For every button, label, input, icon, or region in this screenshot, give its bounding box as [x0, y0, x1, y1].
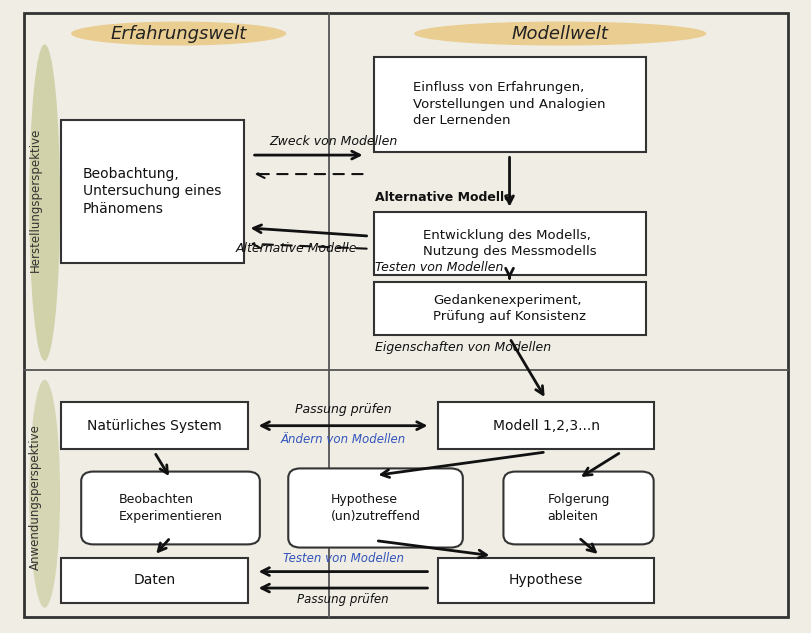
FancyBboxPatch shape — [61, 558, 247, 603]
Ellipse shape — [29, 44, 60, 361]
Ellipse shape — [414, 22, 706, 46]
FancyBboxPatch shape — [373, 282, 645, 335]
Text: Entwicklung des Modells,
Nutzung des Messmodells: Entwicklung des Modells, Nutzung des Mes… — [423, 229, 595, 258]
Text: Modell 1,2,3...n: Modell 1,2,3...n — [492, 418, 599, 433]
Ellipse shape — [29, 380, 60, 608]
FancyBboxPatch shape — [438, 402, 653, 449]
Text: Herstellungsperspektive: Herstellungsperspektive — [28, 127, 41, 272]
Text: Modellwelt: Modellwelt — [511, 25, 608, 42]
Text: Ändern von Modellen: Ändern von Modellen — [280, 433, 406, 446]
FancyBboxPatch shape — [373, 57, 645, 152]
Text: Zweck von Modellen: Zweck von Modellen — [268, 135, 397, 147]
Text: Gedankenexperiment,
Prüfung auf Konsistenz: Gedankenexperiment, Prüfung auf Konsiste… — [432, 294, 586, 323]
FancyBboxPatch shape — [81, 472, 260, 544]
Text: Passung prüfen: Passung prüfen — [297, 593, 388, 606]
FancyBboxPatch shape — [503, 472, 653, 544]
Text: Beobachtung,
Untersuchung eines
Phänomens: Beobachtung, Untersuchung eines Phänomen… — [83, 166, 221, 216]
Text: Testen von Modellen: Testen von Modellen — [375, 261, 503, 274]
Text: Einfluss von Erfahrungen,
Vorstellungen und Analogien
der Lernenden: Einfluss von Erfahrungen, Vorstellungen … — [413, 82, 605, 127]
Text: Eigenschaften von Modellen: Eigenschaften von Modellen — [375, 341, 551, 354]
Ellipse shape — [71, 22, 285, 46]
Text: Hypothese
(un)zutreffend: Hypothese (un)zutreffend — [330, 493, 420, 523]
Text: Natürliches System: Natürliches System — [87, 418, 221, 433]
FancyBboxPatch shape — [24, 13, 787, 617]
FancyBboxPatch shape — [61, 402, 247, 449]
Text: Alternative Modelle: Alternative Modelle — [375, 191, 512, 204]
FancyBboxPatch shape — [61, 120, 243, 263]
Text: Hypothese: Hypothese — [508, 573, 582, 587]
Text: Anwendungsperspektive: Anwendungsperspektive — [28, 424, 41, 570]
FancyBboxPatch shape — [373, 212, 645, 275]
Text: Alternative Modelle: Alternative Modelle — [235, 242, 357, 254]
FancyBboxPatch shape — [288, 468, 462, 548]
Text: Beobachten
Experimentieren: Beobachten Experimentieren — [118, 493, 222, 523]
FancyBboxPatch shape — [438, 558, 653, 603]
Text: Testen von Modellen: Testen von Modellen — [282, 552, 403, 565]
Text: Folgerung
ableiten: Folgerung ableiten — [547, 493, 609, 523]
Text: Passung prüfen: Passung prüfen — [294, 403, 391, 417]
Text: Erfahrungswelt: Erfahrungswelt — [110, 25, 247, 42]
Text: Daten: Daten — [133, 573, 175, 587]
